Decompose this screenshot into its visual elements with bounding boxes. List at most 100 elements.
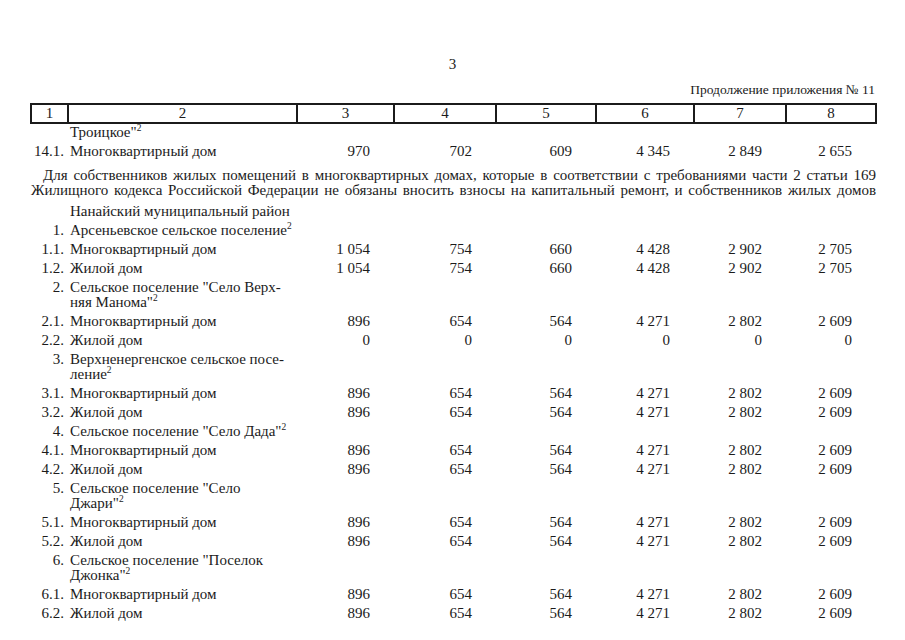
row-number: 1.1. xyxy=(31,240,68,259)
cell-value: 0 xyxy=(694,331,786,350)
row-number: 3.1. xyxy=(31,384,68,403)
table-row: 6.Сельское поселение "Поселок Джонка"2 xyxy=(31,551,876,585)
row-number: 5. xyxy=(31,479,68,513)
footnote-marker: 2 xyxy=(137,123,142,133)
table-row: 14.1.Многоквартирный дом9707026094 3452 … xyxy=(31,142,876,161)
row-name-text: Многоквартирный дом xyxy=(70,385,217,401)
cell-value: 2 802 xyxy=(694,513,786,532)
row-name: Жилой дом xyxy=(68,331,297,350)
column-header: 3 xyxy=(297,104,394,123)
table-row: 3.2.Жилой дом8966545644 2712 8022 609 xyxy=(31,403,876,422)
cell-value xyxy=(596,221,694,240)
cell-value xyxy=(596,202,694,221)
column-header: 4 xyxy=(394,104,496,123)
cell-value xyxy=(694,422,786,441)
cell-value xyxy=(297,551,394,585)
cell-value xyxy=(786,278,876,312)
row-number: 4. xyxy=(31,422,68,441)
cell-value xyxy=(394,422,496,441)
cell-value: 896 xyxy=(297,604,394,623)
cell-value: 2 902 xyxy=(694,259,786,278)
cell-value xyxy=(596,278,694,312)
cell-value: 2 802 xyxy=(694,460,786,479)
cell-value xyxy=(694,202,786,221)
row-number: 2. xyxy=(31,278,68,312)
cell-value: 660 xyxy=(496,240,596,259)
cell-value: 0 xyxy=(496,331,596,350)
cell-value xyxy=(394,202,496,221)
table-row: 3.Верхненергенское сельское посе- ление2 xyxy=(31,350,876,384)
row-name: Троицкое"2 xyxy=(68,123,297,142)
footnote-marker: 2 xyxy=(281,422,286,432)
cell-value xyxy=(394,350,496,384)
cell-value: 2 802 xyxy=(694,312,786,331)
row-number: 6.2. xyxy=(31,604,68,623)
row-name-text: Многоквартирный дом xyxy=(70,313,217,329)
cell-value: 4 271 xyxy=(596,460,694,479)
cell-value xyxy=(786,123,876,142)
table-row: 1.1.Многоквартирный дом1 0547546604 4282… xyxy=(31,240,876,259)
table-header-row: 12345678 xyxy=(31,104,876,123)
cell-value xyxy=(394,221,496,240)
row-number: 1.2. xyxy=(31,259,68,278)
column-header: 6 xyxy=(596,104,694,123)
cell-value: 2 609 xyxy=(786,513,876,532)
cell-value: 896 xyxy=(297,441,394,460)
cell-value: 2 849 xyxy=(694,142,786,161)
row-name: Многоквартирный дом xyxy=(68,240,297,259)
row-name-text: Многоквартирный дом xyxy=(70,241,217,257)
row-name: Верхненергенское сельское посе- ление2 xyxy=(68,350,297,384)
table-row: Троицкое"2 xyxy=(31,123,876,142)
cell-value: 2 609 xyxy=(786,460,876,479)
cell-value xyxy=(786,479,876,513)
cell-value xyxy=(297,350,394,384)
footnote-marker: 2 xyxy=(119,494,124,504)
column-header: 2 xyxy=(68,104,297,123)
table-row: 4.2.Жилой дом8966545644 2712 8022 609 xyxy=(31,460,876,479)
row-name: Жилой дом xyxy=(68,403,297,422)
cell-value: 4 271 xyxy=(596,441,694,460)
row-number: 14.1. xyxy=(31,142,68,161)
cell-value xyxy=(496,123,596,142)
cell-value: 564 xyxy=(496,604,596,623)
cell-value: 4 271 xyxy=(596,384,694,403)
cell-value xyxy=(297,202,394,221)
table-row: 6.2.Жилой дом8966545644 2712 8022 609 xyxy=(31,604,876,623)
row-name-text: Многоквартирный дом xyxy=(70,143,217,159)
cell-value: 2 609 xyxy=(786,312,876,331)
row-number: 6. xyxy=(31,551,68,585)
row-name-text: Сельское поселение "Село Верх- няя Маном… xyxy=(70,279,281,310)
row-number: 6.1. xyxy=(31,585,68,604)
row-number: 5.1. xyxy=(31,513,68,532)
row-name-text: Жилой дом xyxy=(70,404,143,420)
cell-value xyxy=(297,221,394,240)
tariff-table: 12345678 Троицкое"214.1.Многоквартирный … xyxy=(30,103,877,623)
cell-value: 654 xyxy=(394,604,496,623)
table-row: Нанайский муниципальный район xyxy=(31,202,876,221)
row-number: 4.2. xyxy=(31,460,68,479)
cell-value: 2 609 xyxy=(786,403,876,422)
footnote-marker: 2 xyxy=(107,365,112,375)
row-name: Жилой дом xyxy=(68,604,297,623)
continuation-label: Продолжение приложения № 11 xyxy=(0,82,905,98)
cell-value: 564 xyxy=(496,312,596,331)
cell-value: 896 xyxy=(297,532,394,551)
cell-value: 564 xyxy=(496,460,596,479)
cell-value: 896 xyxy=(297,585,394,604)
row-name: Многоквартирный дом xyxy=(68,312,297,331)
row-name: Арсеньевское сельское поселение2 xyxy=(68,221,297,240)
cell-value: 2 802 xyxy=(694,384,786,403)
table-row: 2.Сельское поселение "Село Верх- няя Ман… xyxy=(31,278,876,312)
row-name-text: Многоквартирный дом xyxy=(70,514,217,530)
column-header: 5 xyxy=(496,104,596,123)
row-name: Жилой дом xyxy=(68,532,297,551)
table-row: 5.2.Жилой дом8966545644 2712 8022 609 xyxy=(31,532,876,551)
cell-value: 654 xyxy=(394,532,496,551)
table-row: 5.1.Многоквартирный дом8966545644 2712 8… xyxy=(31,513,876,532)
cell-value: 564 xyxy=(496,403,596,422)
cell-value: 2 802 xyxy=(694,532,786,551)
cell-value xyxy=(297,123,394,142)
cell-value: 0 xyxy=(596,331,694,350)
cell-value: 754 xyxy=(394,259,496,278)
cell-value xyxy=(496,202,596,221)
